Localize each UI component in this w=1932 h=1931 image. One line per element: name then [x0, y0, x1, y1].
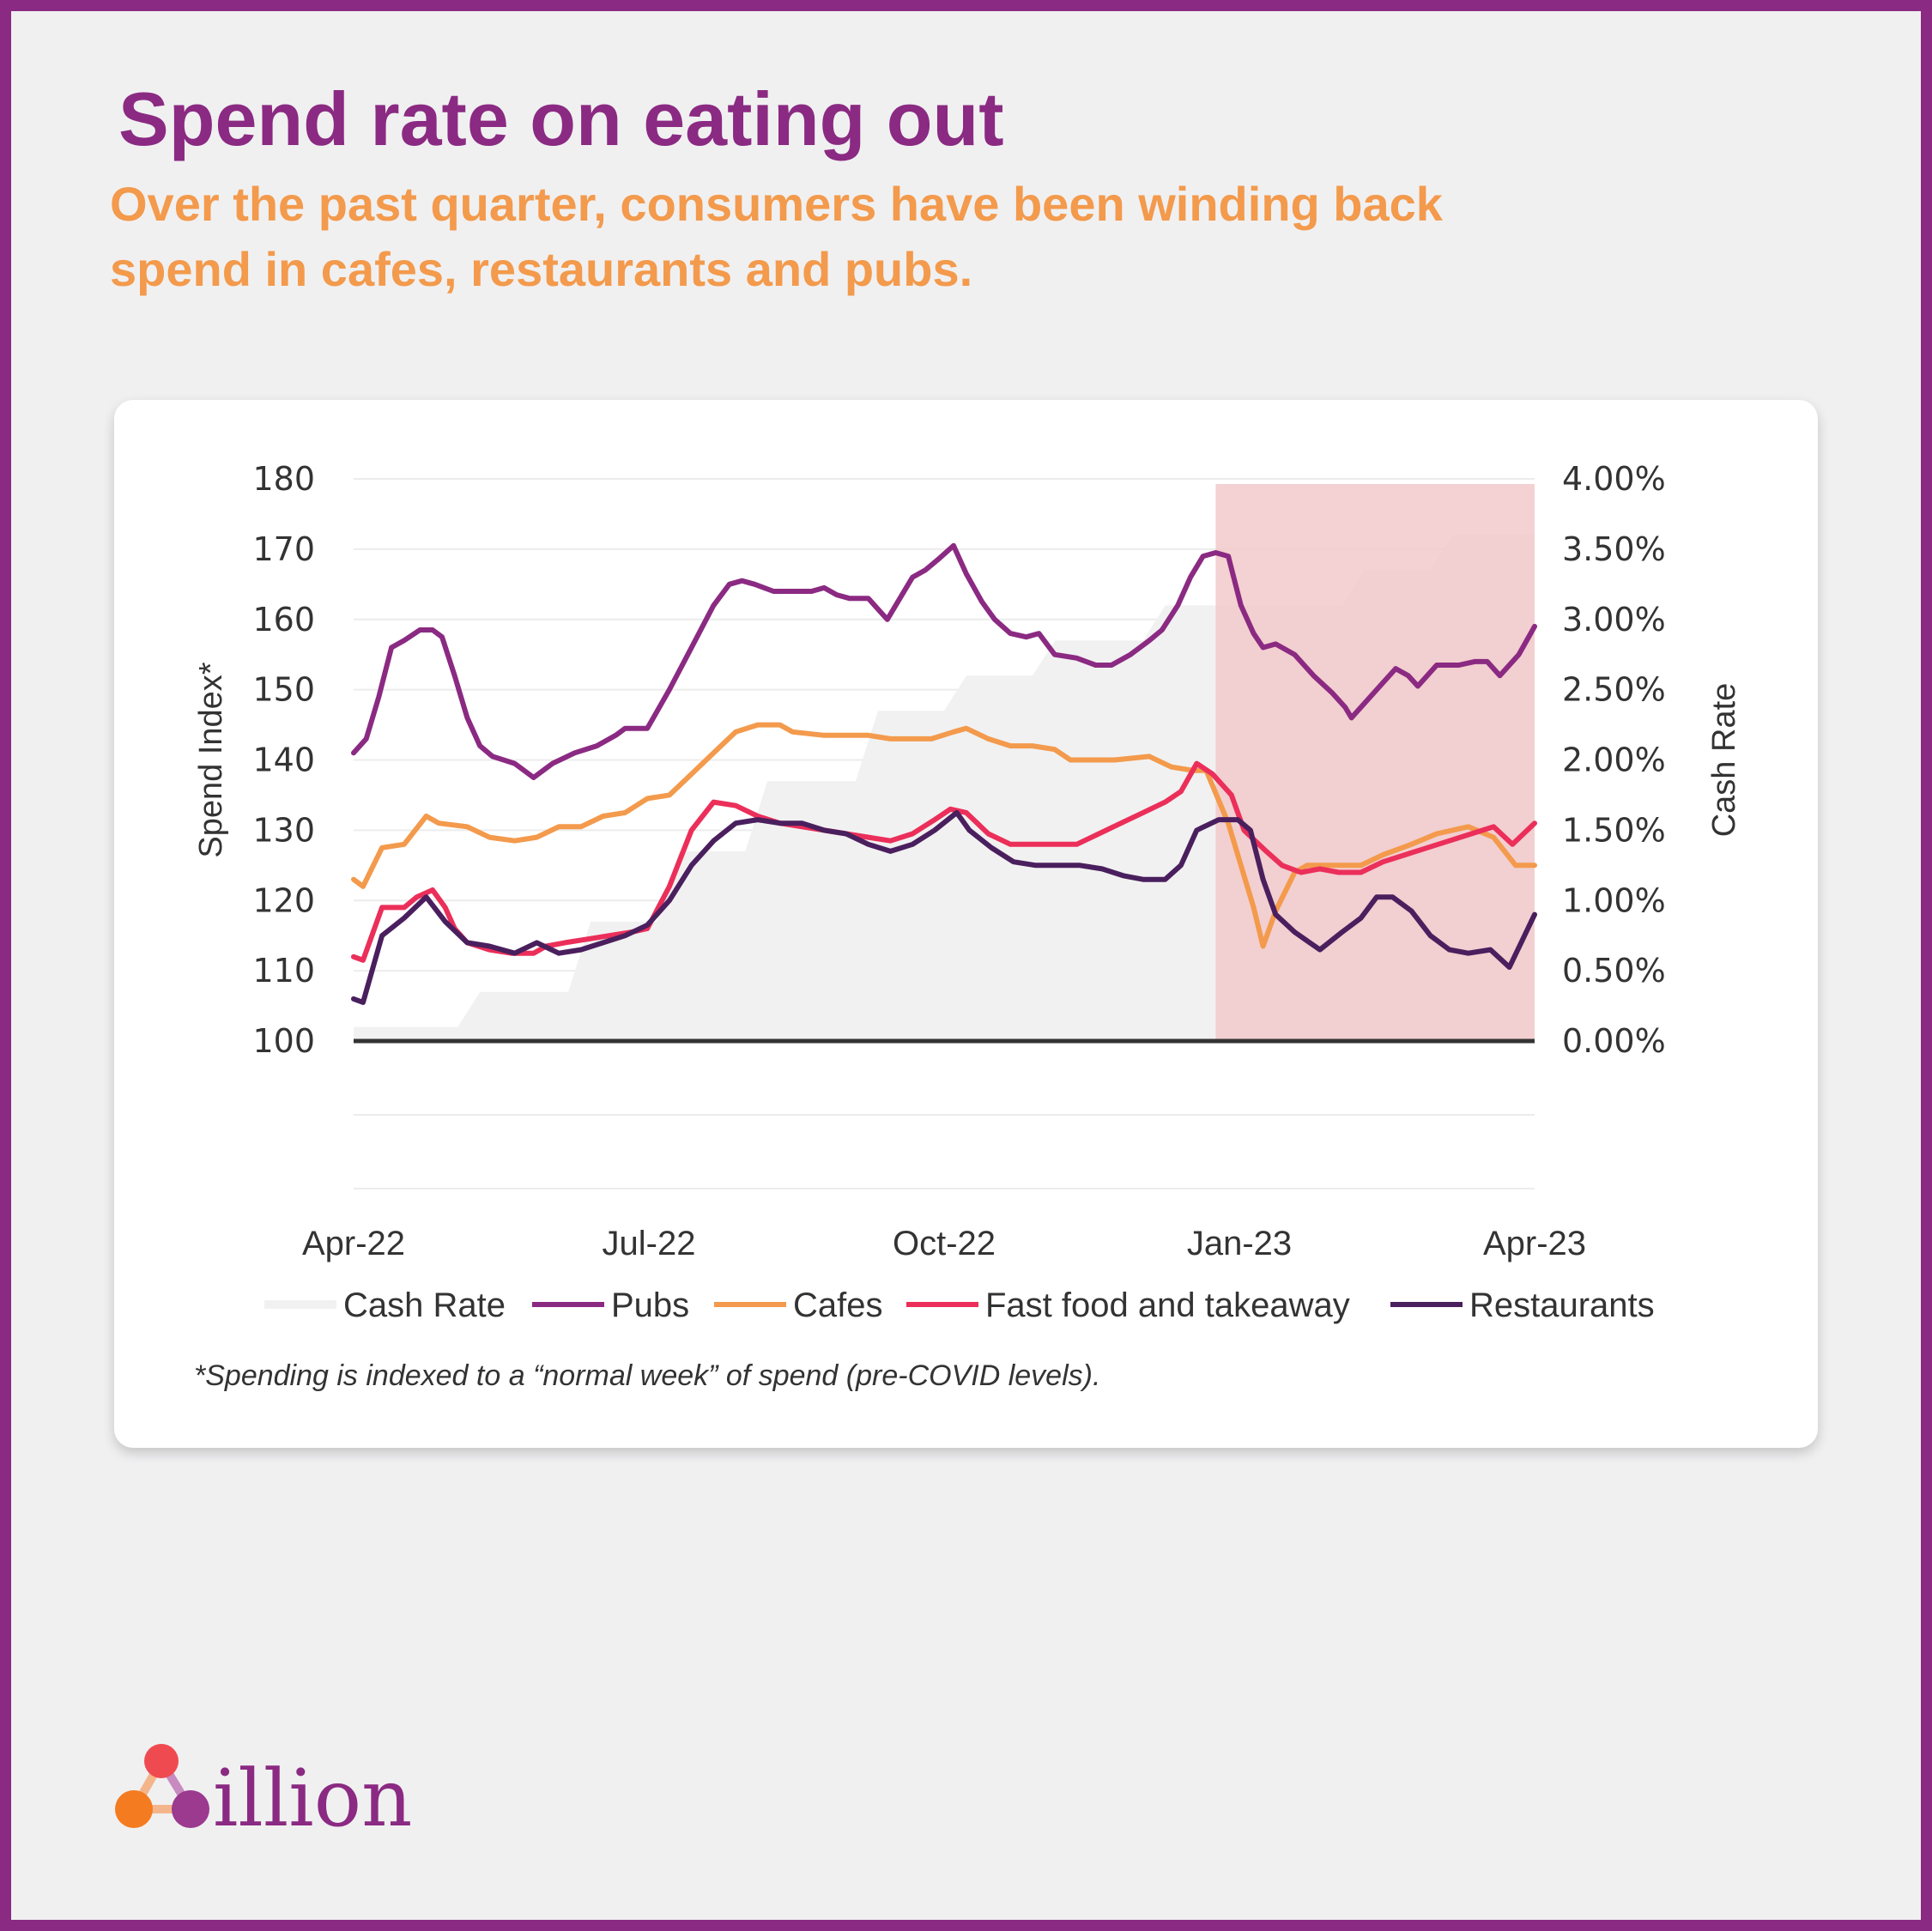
y-right-tick-label: 3.00% — [1562, 601, 1666, 639]
legend-label: Pubs — [611, 1286, 689, 1324]
footnote: *Spending is indexed to a “normal week” … — [194, 1359, 1101, 1392]
highlight-region — [1215, 484, 1535, 1041]
legend-label: Cafes — [793, 1286, 883, 1324]
legend-label: Fast food and takeaway — [985, 1286, 1350, 1324]
y-left-tick-label: 140 — [252, 742, 315, 779]
highlight-rect — [1215, 484, 1535, 1041]
y-right-tick-label: 2.50% — [1562, 671, 1666, 709]
illion-triangle-dots-icon — [115, 1744, 209, 1828]
y-left-tick-label: 150 — [252, 671, 315, 709]
y-left-tick-label: 180 — [252, 460, 315, 498]
y-right-tick-label: 4.00% — [1562, 460, 1666, 498]
series-line-restaurants — [351, 809, 1537, 1005]
series-lines — [351, 542, 1537, 1005]
y-left-tick-label: 130 — [252, 811, 315, 849]
page-subtitle: Over the past quarter, consumers have be… — [110, 177, 1443, 296]
legend-label: Restaurants — [1469, 1286, 1655, 1324]
y-left-tick-label: 100 — [252, 1022, 315, 1060]
y-left-tick-label: 160 — [252, 601, 315, 639]
y-left-tick-label: 170 — [252, 530, 315, 568]
y-right-tick-label: 1.00% — [1562, 881, 1666, 919]
y-right-tick-label: 2.00% — [1562, 742, 1666, 779]
x-tick-label: Jul-22 — [603, 1225, 696, 1262]
brand-name: illion — [213, 1752, 413, 1844]
x-tick-label: Oct-22 — [893, 1225, 996, 1262]
y-left-axis-title: Spend Index* — [193, 662, 229, 857]
x-tick-label: Apr-22 — [302, 1225, 405, 1262]
y-right-tick-label: 3.50% — [1562, 530, 1666, 568]
y-right-axis-title: Cash Rate — [1706, 683, 1742, 838]
series-line-pubs — [351, 542, 1537, 780]
y-right-tick-label: 0.50% — [1562, 952, 1666, 990]
x-tick-label: Apr-23 — [1483, 1225, 1586, 1262]
x-tick-label: Jan-23 — [1187, 1225, 1292, 1262]
axes: 180 170 160 150 140 130 120 110 100 4.00% 3.50% 3.0… — [193, 460, 1742, 1262]
y-right-tick-label: 0.00% — [1562, 1022, 1666, 1060]
illion-logo — [115, 1744, 209, 1828]
y-left-tick-label: 110 — [252, 952, 315, 990]
y-right-tick-label: 1.50% — [1562, 811, 1666, 849]
series-line-cafes — [351, 722, 1537, 949]
legend-label: Cash Rate — [343, 1286, 506, 1324]
page-title: Spend rate on eating out — [118, 76, 1004, 161]
y-left-tick-label: 120 — [252, 881, 315, 919]
legend: Cash Rate Pubs Cafes Fast food and takeaway… — [264, 1286, 1655, 1324]
